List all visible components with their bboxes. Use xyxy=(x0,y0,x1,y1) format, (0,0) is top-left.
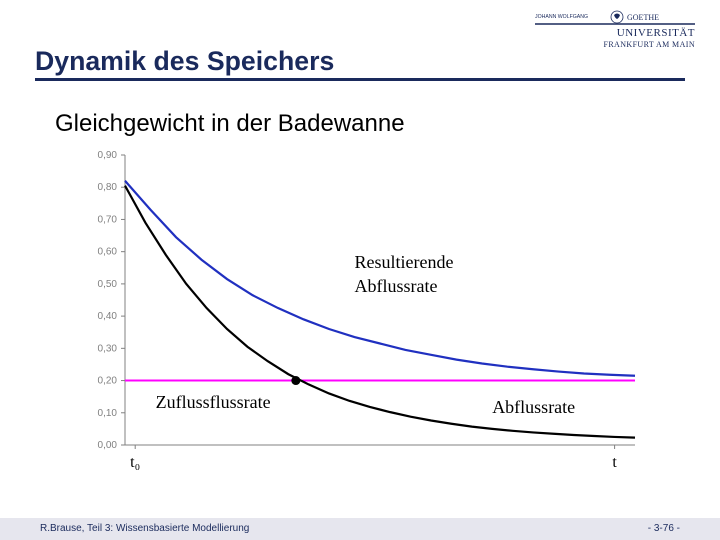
y-tick-label: 0,80 xyxy=(98,182,118,193)
y-tick-label: 0,70 xyxy=(98,214,118,225)
logo-univ-line2: FRANKFURT AM MAIN xyxy=(603,40,695,49)
y-tick-label: 0,00 xyxy=(98,440,118,451)
y-tick-label: 0,90 xyxy=(98,150,118,161)
label-zuflussflussrate: Zuflussflussrate xyxy=(156,392,271,412)
x-tick-label: t xyxy=(612,454,617,471)
y-tick-label: 0,10 xyxy=(98,408,118,419)
logo-univ-line1: UNIVERSITÄT xyxy=(617,27,695,39)
y-tick-label: 0,40 xyxy=(98,311,118,322)
university-logo: JOHANN WOLFGANG GOETHE UNIVERSITÄT FRANK… xyxy=(535,10,695,50)
slide-footer: R.Brause, Teil 3: Wissensbasierte Modell… xyxy=(0,518,720,540)
y-tick-label: 0,30 xyxy=(98,343,118,354)
slide-title: Dynamik des Speichers xyxy=(35,46,334,77)
label-abflussrate-bottom: Abflussrate xyxy=(492,397,575,417)
bathtub-chart: 0,00 0,10 0,20 0,30 0,40 0,50 0,60 0,70 0,80 0,90… xyxy=(55,145,655,480)
logo-top-line: JOHANN WOLFGANG xyxy=(535,14,588,20)
title-rule xyxy=(35,78,685,81)
y-tick-label: 0,60 xyxy=(98,247,118,258)
footer-right: - 3-76 - xyxy=(648,518,680,540)
footer-left: R.Brause, Teil 3: Wissensbasierte Modell… xyxy=(40,518,249,540)
logo-goethe: GOETHE xyxy=(627,13,659,22)
y-tick-label: 0,50 xyxy=(98,279,118,290)
label-resultierende: Resultierende xyxy=(355,252,454,272)
slide-subtitle: Gleichgewicht in der Badewanne xyxy=(55,110,405,138)
x-tick-label: t₀ xyxy=(130,454,140,471)
equilibrium-marker xyxy=(291,376,300,385)
y-tick-label: 0,20 xyxy=(98,376,118,387)
label-abflussrate-top: Abflussrate xyxy=(355,276,438,296)
